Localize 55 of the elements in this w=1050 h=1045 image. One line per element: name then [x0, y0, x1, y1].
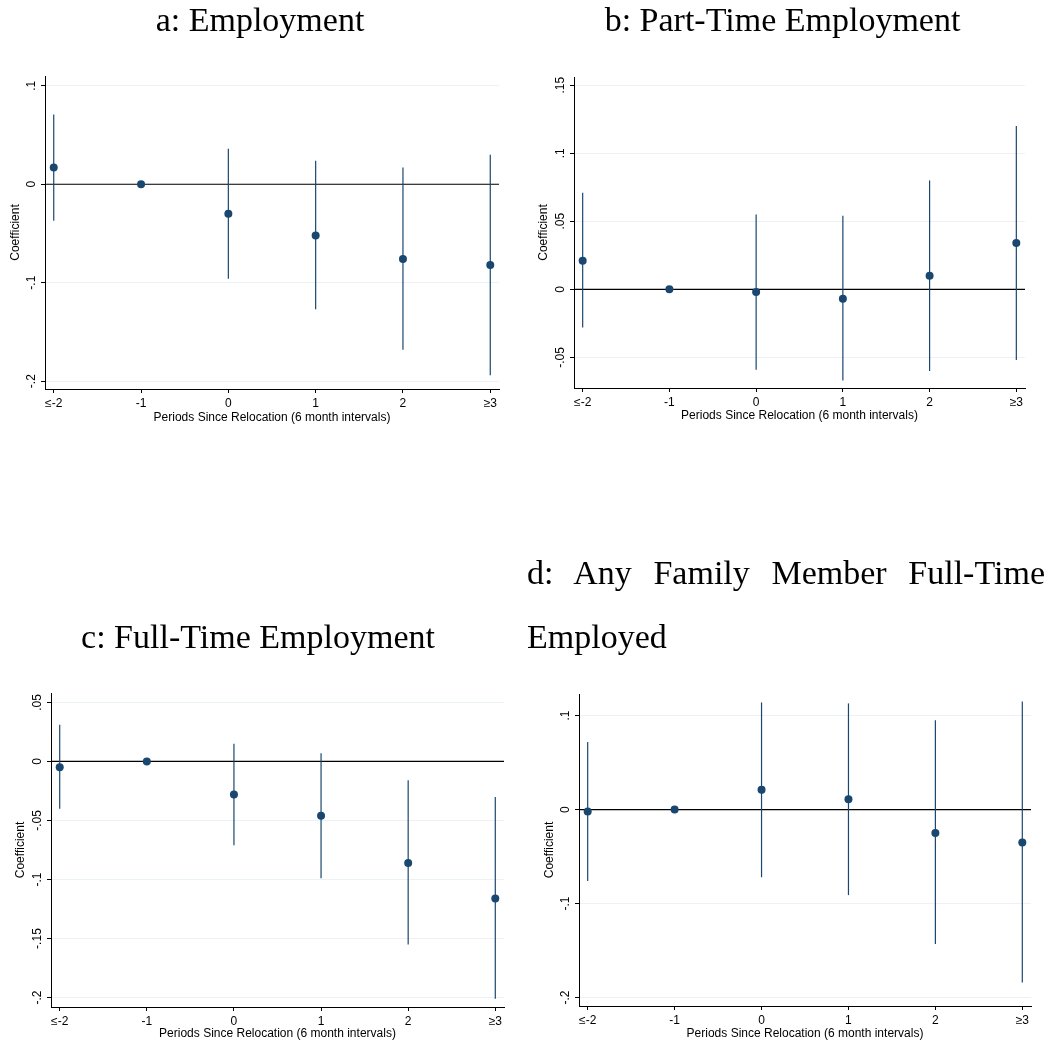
- y-tick-label: .05: [553, 212, 568, 230]
- x-tick-label: 1: [845, 1012, 853, 1027]
- y-axis-title: Coefficient: [541, 821, 556, 879]
- x-tick-label: 0: [230, 1013, 238, 1028]
- y-tick-label: -.1: [558, 896, 573, 911]
- y-axis-title: Coefficient: [8, 203, 23, 261]
- x-tick-label: -1: [141, 1013, 153, 1028]
- y-tick-label: -.2: [558, 990, 573, 1005]
- chart-title: d: Any Family Member Full-Time Employed: [527, 553, 1045, 657]
- x-tick-label: -1: [669, 1012, 681, 1027]
- chart-title: a: Employment: [154, 0, 366, 40]
- y-tick-label: 0: [24, 180, 39, 188]
- x-tick-label: ≤-2: [45, 395, 63, 410]
- x-tick-label: ≥3: [488, 1013, 503, 1028]
- x-tick-label: 0: [752, 394, 760, 409]
- x-tick-label: 2: [404, 1013, 412, 1028]
- x-tick-label: ≥3: [1015, 1012, 1030, 1027]
- y-tick-label: .1: [558, 710, 573, 721]
- x-tick-label: 1: [317, 1013, 325, 1028]
- x-tick-label: -1: [664, 394, 676, 409]
- x-axis-title: Periods Since Relocation (6 month intervals): [159, 1026, 396, 1041]
- y-axis-title: Coefficient: [536, 203, 551, 261]
- y-tick-label: -.2: [30, 990, 45, 1005]
- y-tick-label: .05: [30, 693, 45, 711]
- x-tick-label: 1: [839, 394, 847, 409]
- y-tick-label: 0: [30, 757, 45, 765]
- x-tick-label: 2: [399, 395, 407, 410]
- x-tick-label: 2: [932, 1012, 940, 1027]
- chart-title: c: Full-Time Employment: [80, 617, 436, 657]
- y-tick-label: -.05: [553, 346, 568, 368]
- y-tick-label: 0: [558, 805, 573, 813]
- y-tick-label: -.15: [30, 927, 45, 949]
- x-tick-label: ≤-2: [579, 1012, 597, 1027]
- y-tick-label: .1: [24, 80, 39, 91]
- x-tick-label: 0: [758, 1012, 766, 1027]
- x-tick-label: -1: [135, 395, 147, 410]
- x-tick-label: 2: [926, 394, 934, 409]
- chart-title: b: Part-Time Employment: [603, 0, 962, 40]
- x-tick-label: ≤-2: [574, 394, 592, 409]
- x-axis-title: Periods Since Relocation (6 month intervals): [153, 410, 391, 425]
- x-tick-label: 1: [312, 395, 320, 410]
- y-tick-label: .15: [553, 76, 568, 94]
- x-axis-title: Periods Since Relocation (6 month intervals): [681, 408, 918, 423]
- y-tick-label: -.1: [30, 872, 45, 887]
- x-tick-label: ≥3: [483, 395, 498, 410]
- y-tick-label: -.2: [24, 373, 39, 389]
- y-tick-label: -.05: [30, 809, 45, 831]
- y-tick-label: -.1: [24, 275, 39, 290]
- y-tick-label: .1: [553, 147, 568, 159]
- x-tick-label: 0: [225, 395, 232, 410]
- y-axis-title: Coefficient: [13, 821, 28, 879]
- x-tick-label: ≤-2: [51, 1013, 69, 1028]
- y-tick-label: 0: [553, 285, 568, 293]
- x-axis-title: Periods Since Relocation (6 month intervals): [686, 1026, 924, 1041]
- x-tick-label: ≥3: [1009, 394, 1024, 409]
